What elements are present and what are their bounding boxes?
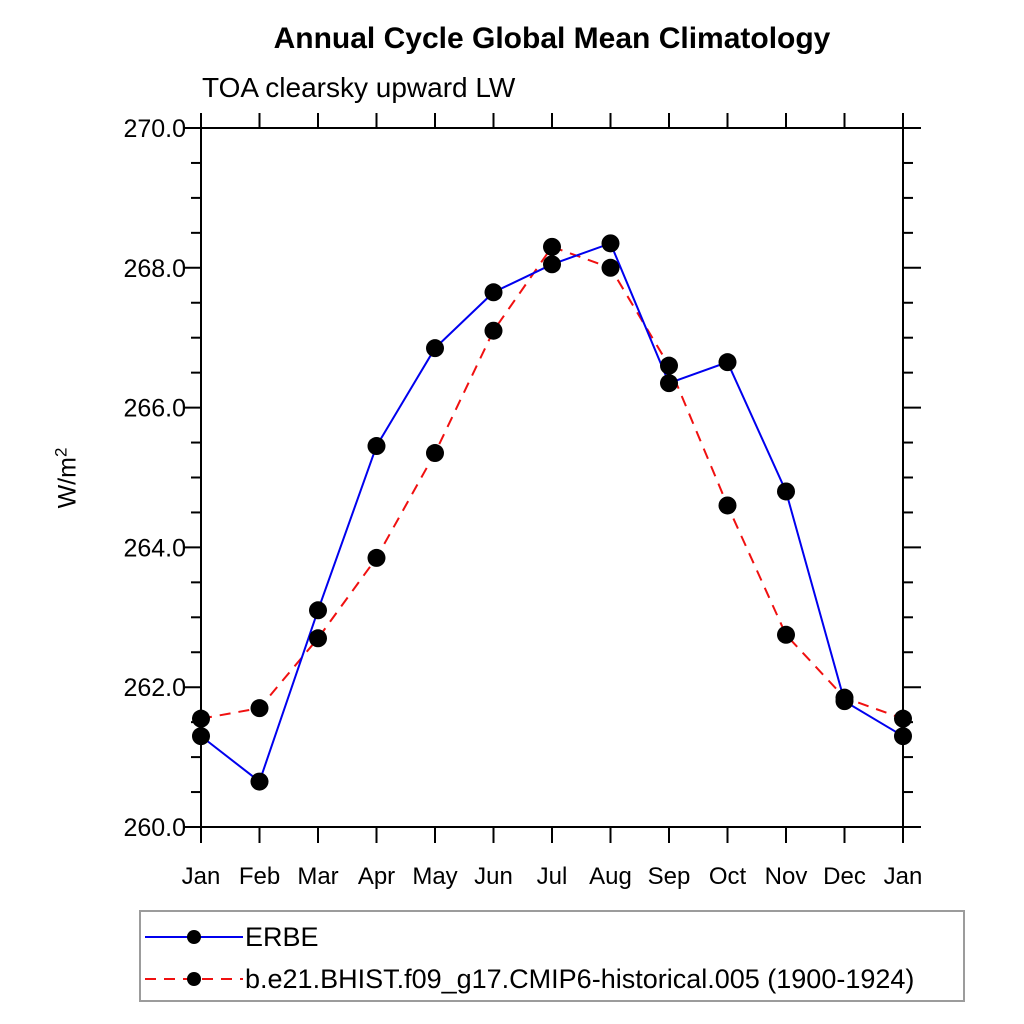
model-data-point	[835, 688, 854, 707]
y-tick-label: 260.0	[123, 814, 186, 842]
erbe-data-point	[484, 283, 503, 302]
erbe-data-point	[192, 727, 210, 746]
x-tick-label: Dec	[823, 863, 866, 890]
erbe-data-point	[250, 772, 269, 791]
x-tick-label: Aug	[589, 863, 632, 890]
chart-title: Annual Cycle Global Mean Climatology	[273, 22, 831, 55]
x-tick-label: Jan	[182, 863, 221, 890]
legend-label-erbe: ERBE	[245, 921, 319, 952]
erbe-data-point	[718, 353, 737, 372]
x-tick-label: Oct	[709, 863, 747, 890]
erbe-data-point	[309, 601, 327, 620]
x-tick-label: Apr	[358, 863, 395, 890]
chart-subtitle: TOA clearsky upward LW	[202, 72, 516, 103]
model-data-point	[367, 548, 386, 567]
x-tick-label: Mar	[297, 863, 338, 890]
model-data-point	[192, 709, 210, 728]
y-tick-label: 266.0	[123, 395, 186, 423]
plot-frame	[200, 127, 904, 828]
legend-box: ERBE b.e21.BHIST.f09_g17.CMIP6-historica…	[139, 910, 965, 1002]
erbe-data-point	[777, 482, 795, 501]
x-tick-label: Jan	[884, 863, 923, 890]
y-tick-label: 262.0	[123, 674, 186, 702]
model-data-point	[660, 356, 678, 375]
legend-entry-model: b.e21.BHIST.f09_g17.CMIP6-historical.005…	[141, 961, 914, 997]
model-data-point	[250, 699, 269, 718]
erbe-data-point	[601, 234, 620, 253]
model-series-line	[200, 245, 904, 720]
y-tick-label: 268.0	[123, 255, 186, 283]
y-tick-label: 264.0	[123, 534, 186, 562]
model-data-point	[718, 496, 737, 515]
legend-sample-marker	[187, 930, 201, 944]
legend-label-model: b.e21.BHIST.f09_g17.CMIP6-historical.005…	[245, 963, 915, 994]
erbe-data-point	[367, 437, 386, 456]
x-tick-label: Sep	[648, 863, 691, 890]
legend-sample-marker	[187, 972, 201, 986]
legend-line-sample-model	[145, 972, 243, 986]
model-data-point	[309, 629, 327, 648]
erbe-data-point	[660, 374, 678, 393]
y-tick-label: 270.0	[123, 115, 186, 143]
model-data-point	[484, 321, 503, 340]
model-data-point	[601, 258, 620, 277]
x-tick-label: May	[412, 863, 457, 890]
x-tick-label: Jun	[474, 863, 513, 890]
erbe-data-point	[894, 727, 912, 746]
x-tick-label: Nov	[765, 863, 808, 890]
x-tick-label: Jul	[537, 863, 568, 890]
erbe-data-point	[426, 339, 444, 358]
legend-line-sample-erbe	[145, 930, 243, 944]
model-data-point	[426, 444, 444, 463]
model-data-point	[777, 625, 795, 644]
erbe-data-point	[543, 255, 561, 274]
x-tick-label: Feb	[239, 863, 280, 890]
model-data-point	[543, 237, 561, 256]
legend-entry-erbe: ERBE	[141, 919, 319, 955]
erbe-series-line	[200, 242, 904, 784]
model-data-point	[894, 709, 912, 728]
